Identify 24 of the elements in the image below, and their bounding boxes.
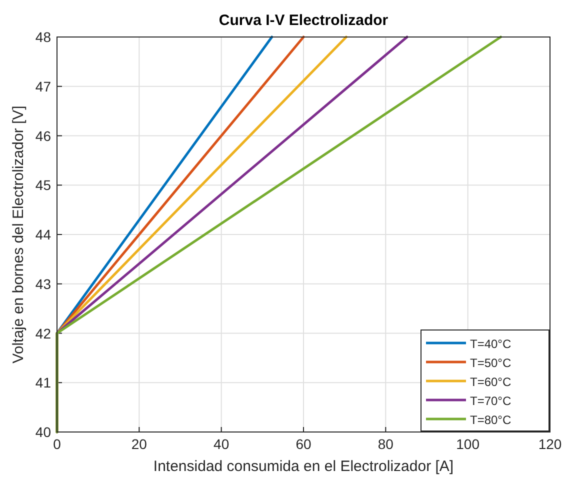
legend-label: T=60°C bbox=[470, 375, 512, 389]
y-axis-title: Voltaje en bornes del Electrolizador [V] bbox=[10, 106, 27, 364]
y-tick-label: 42 bbox=[35, 325, 52, 342]
y-tick-label: 46 bbox=[35, 128, 52, 144]
x-tick-label: 120 bbox=[538, 436, 562, 452]
x-tick-label: 40 bbox=[214, 436, 230, 452]
legend-label: T=80°C bbox=[470, 413, 512, 427]
y-tick-label: 41 bbox=[35, 374, 52, 391]
chart-title: Curva I-V Electrolizador bbox=[218, 12, 388, 29]
legend-label: T=40°C bbox=[470, 337, 512, 351]
y-tick-label: 44 bbox=[35, 226, 52, 242]
y-tick-label: 48 bbox=[35, 29, 52, 45]
x-tick-label: 20 bbox=[131, 436, 148, 452]
y-tick-label: 43 bbox=[35, 276, 52, 292]
legend-label: T=50°C bbox=[470, 356, 512, 370]
x-tick-label: 80 bbox=[378, 436, 394, 452]
x-axis-title: Intensidad consumida en el Electrolizador [A] bbox=[153, 458, 454, 475]
y-tick-label: 40 bbox=[35, 424, 52, 440]
x-tick-label: 0 bbox=[53, 436, 62, 452]
y-tick-label: 47 bbox=[35, 78, 52, 94]
legend-label: T=70°C bbox=[470, 394, 512, 408]
y-tick-label: 45 bbox=[35, 177, 52, 194]
x-tick-label: 100 bbox=[456, 436, 480, 452]
x-tick-label: 60 bbox=[296, 436, 312, 452]
